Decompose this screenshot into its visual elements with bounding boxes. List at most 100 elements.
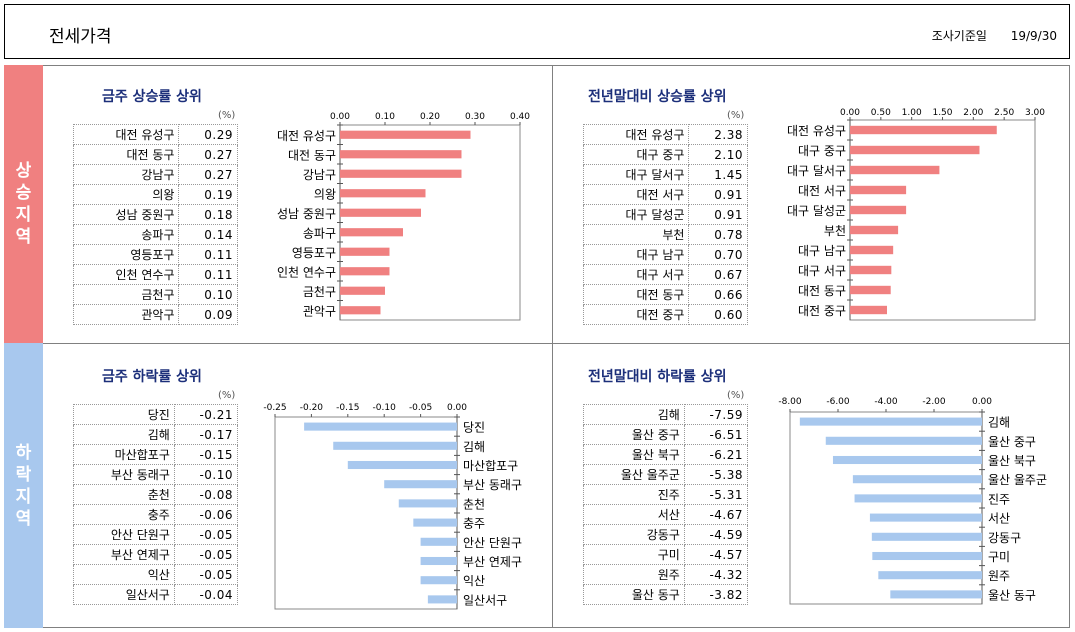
bar: [799, 417, 982, 426]
region-name: 원주: [583, 564, 685, 585]
survey-date-value: 19/9/30: [1010, 29, 1057, 43]
bar: [850, 125, 997, 135]
region-name: 대구 남구: [582, 244, 690, 265]
region-name: 안산 단원구: [73, 524, 175, 545]
bar: [427, 595, 457, 604]
category-label: 의왕: [314, 187, 336, 201]
region-name: 대구 달성군: [582, 204, 690, 225]
rate-value: 0.09: [178, 304, 238, 325]
tick-label: 0.10: [375, 112, 395, 122]
region-name: 춘천: [73, 484, 175, 505]
category-label: 부산 연제구: [463, 555, 522, 569]
bar: [340, 130, 471, 139]
region-name: 인천 연수구: [72, 264, 180, 285]
category-label: 울산 동구: [988, 588, 1036, 602]
category-label: 울산 울주군: [988, 473, 1047, 487]
bar: [850, 185, 907, 195]
region-name: 대전 동구: [72, 144, 180, 165]
table-row: 춘천 -0.08: [73, 484, 239, 505]
category-label: 일산서구: [463, 593, 507, 607]
table-row: 의왕 0.19: [72, 184, 238, 205]
ranking-table-week-down: 당진 -0.21 김해 -0.17 마산합포구 -0.15 부산 동래구 -0.10 춘천 -0.…: [73, 404, 239, 605]
column-divider: [552, 65, 553, 628]
bar: [869, 513, 982, 522]
table-row: 대구 서구 0.67: [582, 264, 748, 285]
table-row: 대전 서구 0.91: [582, 184, 748, 205]
region-name: 대전 서구: [582, 184, 690, 205]
table-row: 대전 중구 0.60: [582, 304, 748, 325]
unit-year-up: (%): [727, 110, 745, 121]
category-label: 강남구: [303, 168, 336, 182]
rate-value: -0.21: [173, 404, 239, 425]
category-label: 김해: [463, 440, 485, 454]
region-name: 송파구: [72, 224, 180, 245]
rate-value: -4.32: [683, 564, 749, 585]
region-name: 김해: [73, 424, 175, 445]
table-row: 대전 동구 0.66: [582, 284, 748, 305]
region-name: 익산: [73, 564, 175, 585]
bar: [384, 480, 457, 489]
table-row: 성남 중원구 0.18: [72, 204, 238, 225]
table-row: 마산합포구 -0.15: [73, 444, 239, 465]
category-label: 원주: [988, 569, 1010, 583]
unit-week-up: (%): [218, 110, 236, 121]
rate-value: 0.10: [178, 284, 238, 305]
category-label: 관악구: [303, 304, 336, 318]
region-name: 강동구: [583, 524, 685, 545]
category-label: 대전 유성구: [277, 129, 336, 143]
table-row: 원주 -4.32: [583, 564, 749, 585]
bar: [340, 306, 381, 315]
category-label: 부산 동래구: [463, 478, 522, 492]
rate-value: 2.38: [688, 124, 748, 145]
tick-label: 1.00: [902, 108, 922, 118]
tick-label: 2.00: [963, 108, 983, 118]
category-label: 춘천: [463, 496, 485, 511]
category-label: 구미: [988, 550, 1010, 564]
category-label: 대전 유성구: [787, 124, 846, 138]
region-name: 충주: [73, 504, 175, 525]
table-row: 대구 달성군 0.91: [582, 204, 748, 225]
category-label: 대전 중구: [798, 304, 846, 318]
category-label: 대구 달서구: [787, 164, 846, 178]
tick-label: 2.50: [994, 108, 1014, 118]
rate-value: -0.05: [173, 544, 239, 565]
table-row: 강동구 -4.59: [583, 524, 749, 545]
bar: [890, 590, 982, 599]
rate-value: 0.11: [178, 264, 238, 285]
region-name: 진주: [583, 484, 685, 505]
rate-value: 0.29: [178, 124, 238, 145]
table-row: 강남구 0.27: [72, 164, 238, 185]
category-label: 송파구: [303, 226, 336, 240]
category-label: 강동구: [988, 531, 1021, 545]
table-row: 대구 남구 0.70: [582, 244, 748, 265]
table-row: 금천구 0.10: [72, 284, 238, 305]
bar: [850, 265, 892, 275]
category-label: 성남 중원구: [277, 207, 336, 221]
unit-week-down: (%): [218, 390, 236, 401]
rate-value: -5.38: [683, 464, 749, 485]
rate-value: -5.31: [683, 484, 749, 505]
rate-value: -0.10: [173, 464, 239, 485]
bar: [852, 475, 982, 484]
bar: [872, 551, 982, 561]
table-row: 부천 0.78: [582, 224, 748, 245]
tick-label: -0.20: [300, 403, 324, 413]
rate-value: -0.04: [173, 584, 239, 605]
panel-title-week-up: 금주 상승률 상위: [102, 89, 202, 105]
rate-value: 0.19: [178, 184, 238, 205]
category-label: 김해: [988, 416, 1010, 430]
page-title: 전세가격: [49, 27, 112, 47]
category-label: 안산 단원구: [463, 536, 522, 550]
rate-value: 0.11: [178, 244, 238, 265]
rate-value: 0.27: [178, 164, 238, 185]
rate-value: -4.67: [683, 504, 749, 525]
category-label: 부천: [824, 223, 846, 238]
region-name: 구미: [583, 544, 685, 565]
table-row: 영등포구 0.11: [72, 244, 238, 265]
rate-value: 0.91: [688, 184, 748, 205]
category-label: 익산: [463, 574, 485, 588]
rate-value: 0.67: [688, 264, 748, 285]
bar: [850, 145, 980, 155]
panel-title-week-down: 금주 하락률 상위: [102, 369, 202, 385]
